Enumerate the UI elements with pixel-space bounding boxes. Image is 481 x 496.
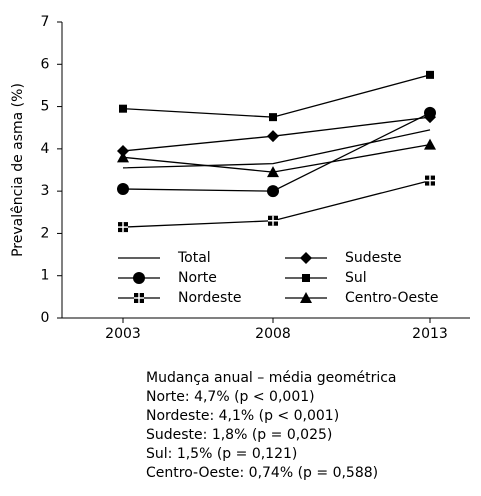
marker bbox=[118, 222, 128, 233]
annotation: Sul: 1,5% (p = 0,121) bbox=[146, 446, 297, 462]
marker bbox=[426, 70, 434, 79]
marker bbox=[269, 113, 277, 122]
annotation: Centro-Oeste: 0,74% (p = 0,588) bbox=[146, 465, 378, 481]
series-line bbox=[122, 112, 431, 192]
marker-shape bbox=[267, 185, 279, 198]
y-tick-label: 1 bbox=[41, 268, 50, 284]
annotation: Norte: 4,7% (p < 0,001) bbox=[146, 389, 315, 405]
marker-shape bbox=[117, 144, 129, 157]
marker bbox=[300, 292, 312, 303]
marker-shape bbox=[302, 274, 310, 282]
x-tick-label: 2013 bbox=[412, 326, 448, 342]
marker bbox=[134, 293, 144, 303]
marker bbox=[133, 272, 145, 284]
marker-shape bbox=[424, 111, 436, 124]
marker-shape bbox=[117, 151, 129, 163]
marker-shape bbox=[267, 166, 279, 178]
marker-shape bbox=[117, 183, 129, 196]
y-tick-label: 5 bbox=[41, 99, 50, 115]
legend-label: Centro-Oeste bbox=[345, 290, 439, 306]
marker-shape bbox=[426, 70, 434, 79]
y-axis-label: Prevalência de asma (%) bbox=[10, 83, 26, 257]
annotation: Nordeste: 4,1% (p < 0,001) bbox=[146, 408, 339, 424]
series-line bbox=[122, 129, 431, 169]
marker bbox=[425, 175, 435, 186]
marker bbox=[424, 111, 436, 124]
marker-shape bbox=[300, 292, 312, 303]
annotation: Sudeste: 1,8% (p = 0,025) bbox=[146, 427, 332, 443]
marker bbox=[268, 215, 278, 226]
annotation: Mudança anual – média geométrica bbox=[146, 370, 397, 386]
marker bbox=[267, 130, 279, 143]
legend-label: Sul bbox=[345, 270, 367, 286]
y-tick-label: 0 bbox=[41, 310, 50, 326]
marker bbox=[300, 252, 312, 264]
marker bbox=[267, 185, 279, 198]
x-tick-label: 2008 bbox=[255, 326, 291, 342]
marker bbox=[424, 138, 436, 150]
marker-shape bbox=[133, 272, 145, 284]
marker-shape bbox=[119, 104, 127, 113]
series-line bbox=[122, 143, 431, 173]
y-tick-label: 7 bbox=[41, 14, 50, 30]
marker-shape bbox=[300, 252, 312, 264]
y-tick-label: 3 bbox=[41, 183, 50, 199]
legend-label: Sudeste bbox=[345, 250, 402, 266]
marker bbox=[117, 183, 129, 196]
y-tick-label: 6 bbox=[41, 56, 50, 72]
marker-shape bbox=[424, 138, 436, 150]
marker bbox=[119, 104, 127, 113]
legend-label: Norte bbox=[178, 270, 217, 286]
y-tick-label: 2 bbox=[41, 225, 50, 241]
legend-label: Nordeste bbox=[178, 290, 241, 306]
marker-shape bbox=[269, 113, 277, 122]
legend-label: Total bbox=[177, 250, 211, 266]
x-tick-label: 2003 bbox=[105, 326, 141, 342]
marker bbox=[117, 144, 129, 157]
marker bbox=[302, 274, 310, 282]
marker-shape bbox=[267, 130, 279, 143]
series-line bbox=[122, 74, 431, 118]
marker bbox=[117, 151, 129, 163]
marker bbox=[267, 166, 279, 178]
y-tick-label: 4 bbox=[41, 141, 50, 157]
